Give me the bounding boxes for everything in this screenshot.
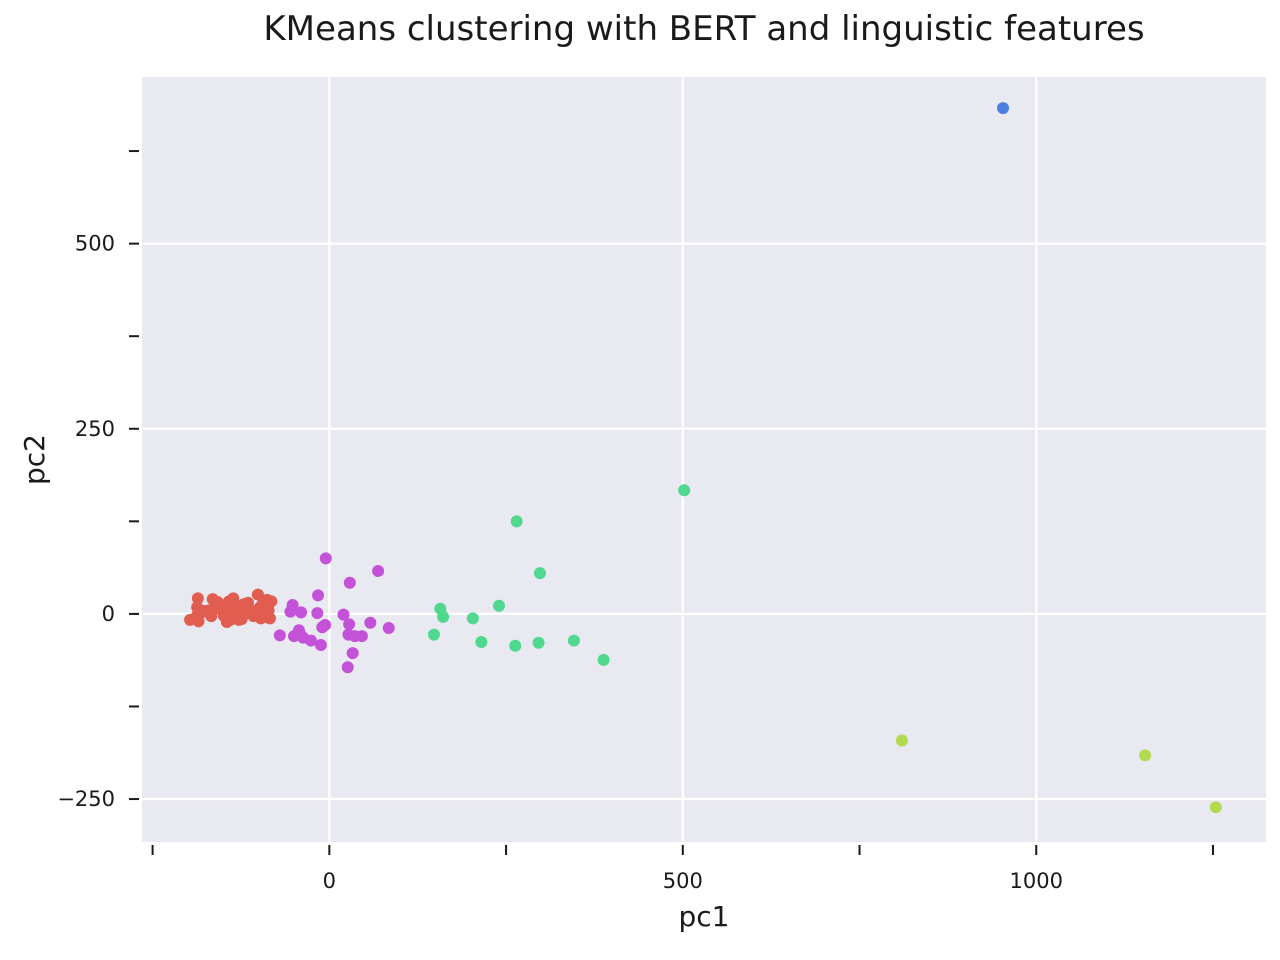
data-point — [286, 599, 299, 612]
data-point — [337, 608, 350, 621]
axis-ticks: 0 500 1000 −250 0 250 500 — [57, 150, 1214, 893]
data-point — [319, 552, 332, 565]
data-point — [567, 634, 580, 647]
plot-panel — [142, 77, 1266, 842]
data-point — [597, 653, 610, 666]
data-point — [319, 619, 332, 632]
x-tick-label: 500 — [663, 869, 703, 893]
data-point — [355, 630, 368, 643]
data-point — [295, 606, 308, 619]
data-point — [466, 612, 479, 625]
data-point — [364, 616, 377, 629]
data-point — [343, 618, 356, 631]
data-point — [437, 610, 450, 623]
data-point — [263, 612, 276, 625]
y-tick-label: 500 — [75, 232, 115, 256]
y-axis-label: pc2 — [18, 434, 51, 485]
data-point — [273, 629, 286, 642]
data-point — [382, 621, 395, 634]
x-axis-label: pc1 — [679, 900, 730, 933]
x-tick-label: 0 — [323, 869, 336, 893]
data-point — [343, 576, 356, 589]
data-point — [341, 661, 354, 674]
data-point — [242, 596, 255, 609]
data-point — [224, 613, 237, 626]
data-point — [1139, 749, 1152, 762]
data-point — [510, 515, 523, 528]
data-point — [312, 589, 325, 602]
data-point — [346, 647, 359, 660]
data-point — [895, 734, 908, 747]
data-point — [191, 592, 204, 605]
data-point — [475, 636, 488, 649]
data-point — [533, 567, 546, 580]
data-points — [184, 102, 1222, 814]
data-point — [265, 595, 278, 608]
data-point — [311, 607, 324, 620]
y-tick-label: −250 — [57, 787, 115, 811]
data-point — [1209, 801, 1222, 814]
data-point — [254, 612, 267, 625]
data-point — [509, 639, 522, 652]
data-point — [427, 628, 440, 641]
data-point — [251, 588, 264, 601]
data-point — [232, 613, 245, 626]
data-point — [532, 636, 545, 649]
data-point — [997, 102, 1010, 115]
y-tick-label: 250 — [75, 417, 115, 441]
data-point — [314, 639, 327, 652]
data-point — [678, 484, 691, 497]
data-point — [372, 564, 385, 577]
gridlines — [142, 77, 1266, 842]
data-point — [304, 634, 317, 647]
data-point — [206, 593, 219, 606]
x-tick-label: 1000 — [1010, 869, 1063, 893]
data-point — [492, 599, 505, 612]
chart-title: KMeans clustering with BERT and linguist… — [263, 9, 1144, 49]
y-tick-label: 0 — [102, 602, 115, 626]
data-point — [217, 599, 230, 612]
